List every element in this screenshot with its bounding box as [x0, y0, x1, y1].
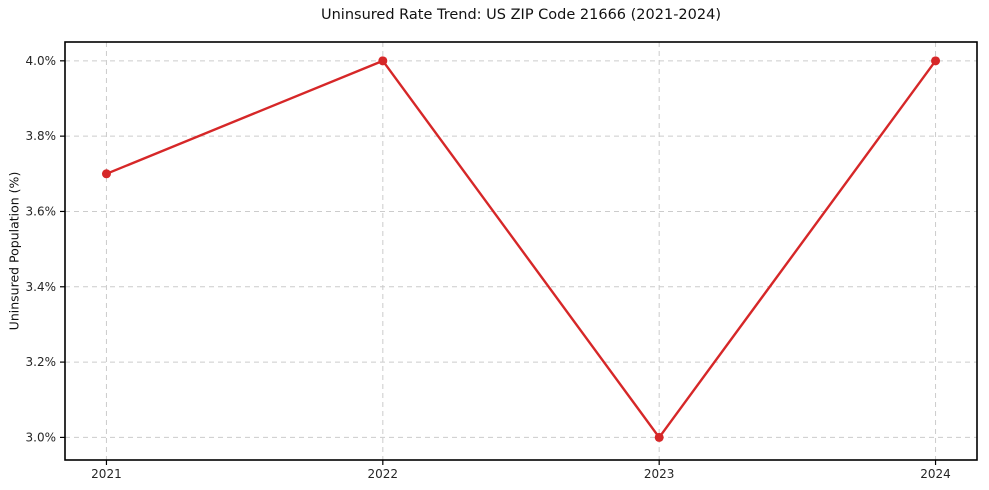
data-point: [378, 56, 388, 66]
data-point: [654, 432, 664, 442]
y-tick-label: 4.0%: [26, 54, 57, 68]
x-tick-label: 2022: [368, 467, 399, 481]
y-tick-label: 3.6%: [26, 204, 57, 218]
x-tick-label: 2024: [920, 467, 951, 481]
y-tick-label: 3.4%: [26, 280, 57, 294]
plot-border: [64, 41, 978, 461]
chart-title: Uninsured Rate Trend: US ZIP Code 21666 …: [321, 7, 721, 23]
x-tick-label: 2023: [644, 467, 675, 481]
y-tick-label: 3.8%: [26, 129, 57, 143]
y-tick-label: 3.0%: [26, 430, 57, 444]
data-point: [931, 56, 941, 66]
x-tick-label: 2021: [91, 467, 122, 481]
trend-line: [105, 59, 937, 439]
data-point: [101, 169, 111, 179]
y-tick-label: 3.2%: [26, 355, 57, 369]
